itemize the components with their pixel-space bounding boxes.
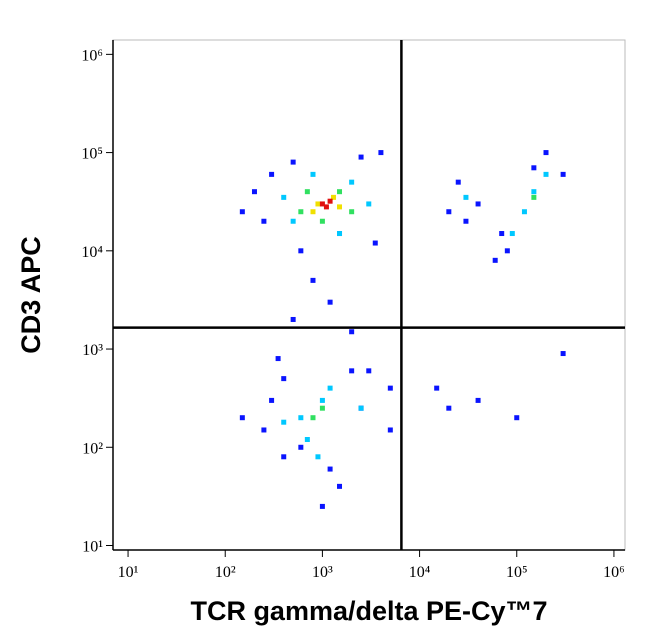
point bbox=[319, 201, 325, 207]
point bbox=[290, 218, 296, 224]
point bbox=[330, 194, 336, 200]
point bbox=[531, 194, 537, 200]
point bbox=[475, 397, 481, 403]
point bbox=[560, 351, 566, 357]
point bbox=[269, 171, 275, 177]
x-tick-label: 10⁴ bbox=[409, 564, 431, 581]
y-tick-label: 10² bbox=[82, 440, 103, 457]
point bbox=[319, 218, 325, 224]
point bbox=[281, 454, 287, 460]
point bbox=[475, 201, 481, 207]
point bbox=[269, 397, 275, 403]
x-tick-label: 10³ bbox=[312, 564, 333, 581]
point bbox=[349, 209, 355, 215]
point bbox=[378, 150, 384, 156]
y-tick-label: 10⁴ bbox=[81, 244, 103, 261]
x-tick-label: 10⁶ bbox=[603, 564, 625, 581]
point bbox=[315, 454, 321, 460]
x-tick-label: 10¹ bbox=[118, 564, 139, 581]
x-axis-title: TCR gamma/delta PE-Cy™7 bbox=[190, 596, 547, 626]
point bbox=[327, 198, 333, 204]
point bbox=[319, 405, 325, 411]
point bbox=[543, 171, 549, 177]
point bbox=[531, 189, 537, 195]
point bbox=[281, 376, 287, 382]
point bbox=[298, 415, 304, 421]
point bbox=[349, 368, 355, 374]
y-tick-label: 10¹ bbox=[82, 539, 103, 556]
point bbox=[327, 299, 333, 305]
y-tick-label: 10⁶ bbox=[81, 47, 103, 64]
point bbox=[560, 171, 566, 177]
point bbox=[531, 165, 537, 171]
point bbox=[281, 194, 287, 200]
point bbox=[251, 189, 257, 195]
point bbox=[239, 209, 245, 215]
point bbox=[304, 189, 310, 195]
point bbox=[261, 218, 267, 224]
point bbox=[290, 159, 296, 165]
point bbox=[315, 201, 321, 207]
point bbox=[323, 204, 329, 210]
point bbox=[310, 277, 316, 283]
point bbox=[327, 466, 333, 472]
point bbox=[337, 231, 343, 237]
point bbox=[275, 356, 281, 362]
point bbox=[446, 209, 452, 215]
x-tick-label: 10⁵ bbox=[506, 564, 528, 581]
y-axis-title: CD3 APC bbox=[16, 236, 46, 354]
point bbox=[434, 385, 440, 391]
point bbox=[310, 415, 316, 421]
point bbox=[349, 179, 355, 185]
point bbox=[543, 150, 549, 156]
plot-frame bbox=[112, 39, 626, 551]
point bbox=[239, 415, 245, 421]
point bbox=[509, 231, 515, 237]
point bbox=[463, 218, 469, 224]
point bbox=[521, 209, 527, 215]
point bbox=[358, 405, 364, 411]
point bbox=[455, 179, 461, 185]
point bbox=[337, 483, 343, 489]
point bbox=[446, 405, 452, 411]
point bbox=[337, 204, 343, 210]
point bbox=[358, 154, 364, 160]
point bbox=[310, 209, 316, 215]
y-tick-label: 10⁵ bbox=[81, 146, 103, 163]
x-tick-label: 10² bbox=[215, 564, 236, 581]
point bbox=[310, 171, 316, 177]
point bbox=[319, 397, 325, 403]
point bbox=[327, 385, 333, 391]
point bbox=[492, 257, 498, 263]
point bbox=[463, 194, 469, 200]
point bbox=[514, 415, 520, 421]
point bbox=[290, 316, 296, 322]
point bbox=[298, 444, 304, 450]
point bbox=[504, 248, 510, 254]
y-tick-label: 10³ bbox=[82, 342, 103, 359]
point bbox=[387, 427, 393, 433]
point bbox=[298, 209, 304, 215]
point bbox=[387, 385, 393, 391]
point bbox=[349, 329, 355, 335]
point bbox=[281, 419, 287, 425]
point bbox=[499, 231, 505, 237]
point bbox=[261, 427, 267, 433]
point bbox=[337, 189, 343, 195]
point bbox=[304, 436, 310, 442]
point bbox=[298, 248, 304, 254]
point bbox=[366, 368, 372, 374]
point bbox=[319, 503, 325, 509]
point bbox=[372, 240, 378, 246]
point bbox=[366, 201, 372, 207]
